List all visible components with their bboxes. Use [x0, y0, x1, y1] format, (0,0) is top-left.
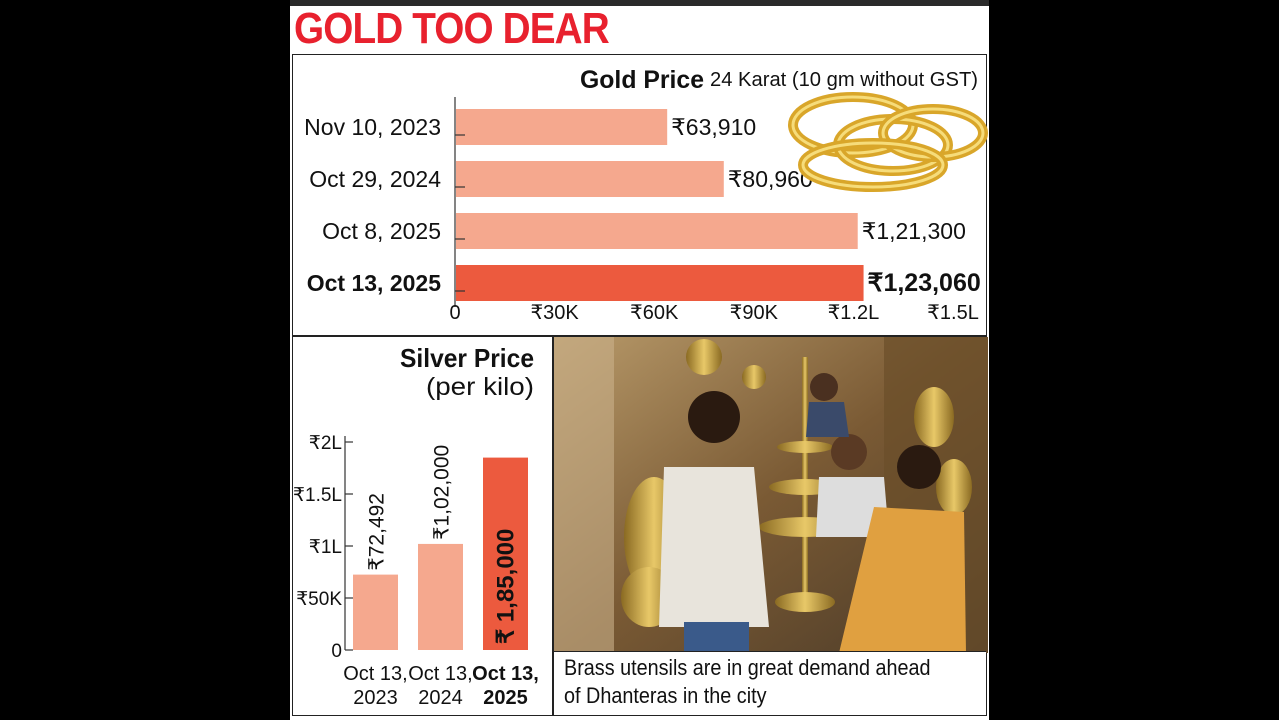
gold-x-tick-label: ₹60K — [630, 302, 679, 324]
gold-x-tick-label: 0 — [449, 302, 460, 324]
silver-chart-subtitle: (per kilo) — [426, 373, 534, 401]
silver-chart-svg: Silver Price(per kilo) 0 ₹50K ₹1L ₹1.5L ₹2L ₹7… — [293, 343, 539, 709]
gold-category-label: Oct 8, 2025 — [322, 218, 441, 244]
shop-photo: Brass utensils are in great demand ahead… — [553, 336, 988, 716]
gold-bar — [456, 213, 858, 249]
gold-category-label: Oct 29, 2024 — [309, 166, 441, 192]
gold-chart-svg: Gold Price 24 Karat (10 gm without GST) No… — [304, 66, 988, 324]
gold-x-tick-label: ₹30K — [530, 302, 579, 324]
silver-value-label: ₹ 1,85,000 — [493, 529, 520, 644]
gold-value-label: ₹80,960 — [728, 166, 813, 192]
gold-bar — [456, 265, 864, 301]
silver-category-label: Oct 13, — [472, 663, 539, 685]
gold-x-tick-label: ₹1.5L — [927, 302, 979, 324]
gold-price-chart: Gold Price 24 Karat (10 gm without GST) No… — [292, 54, 988, 336]
silver-price-chart: Silver Price (per kilo) 0 ₹50K ₹1L ₹1.5L ₹2L ₹7… — [292, 336, 553, 716]
gold-x-tick-label: ₹1.2L — [828, 302, 880, 324]
gold-chart-subtitle: 24 Karat (10 gm without GST) — [710, 69, 978, 91]
top-rule — [290, 0, 989, 6]
silver-y-tick-label: ₹50K — [296, 589, 342, 610]
gold-value-label: ₹63,910 — [671, 114, 756, 140]
photo-caption: Brass utensils are in great demand ahead… — [554, 651, 986, 715]
gold-category-label: Oct 13, 2025 — [307, 270, 441, 296]
silver-y-tick-label: ₹2L — [309, 433, 342, 454]
headline: GOLD TOO DEAR — [294, 4, 610, 53]
silver-category-label: 2025 — [483, 687, 528, 709]
gold-category-label: Nov 10, 2023 — [304, 114, 441, 140]
silver-y-tick-label: ₹1.5L — [293, 485, 342, 506]
silver-category-label: 2023 — [353, 687, 398, 709]
silver-y-tick-label: 0 — [331, 641, 342, 662]
silver-value-label: ₹72,492 — [366, 493, 389, 571]
infographic-panel: GOLD TOO DEAR Gold Price 24 Karat (10 gm … — [290, 0, 989, 720]
gold-bar — [456, 161, 724, 197]
silver-bar — [418, 543, 463, 650]
silver-category-label: Oct 13, — [343, 663, 407, 685]
bangle-highlight — [801, 141, 945, 189]
silver-category-label: Oct 13, — [408, 663, 472, 685]
caption-line-1: Brass utensils are in great demand ahead — [564, 655, 931, 680]
silver-category-label: 2024 — [418, 687, 463, 709]
caption-line-2: of Dhanteras in the city — [564, 683, 767, 708]
silver-y-tick-label: ₹1L — [309, 537, 342, 558]
gold-x-tick-label: ₹90K — [730, 302, 779, 324]
gold-value-label: ₹1,23,060 — [868, 269, 981, 297]
silver-bar — [353, 574, 398, 650]
gold-bar — [456, 109, 668, 145]
silver-value-label: ₹1,02,000 — [431, 445, 454, 540]
shop-photo-icon — [554, 337, 988, 653]
gold-value-label: ₹1,21,300 — [862, 218, 966, 244]
gold-bangles-icon — [788, 92, 988, 192]
silver-bar — [483, 457, 528, 650]
gold-chart-title: Gold Price — [580, 66, 704, 94]
silver-chart-title: Silver Price — [400, 343, 534, 373]
